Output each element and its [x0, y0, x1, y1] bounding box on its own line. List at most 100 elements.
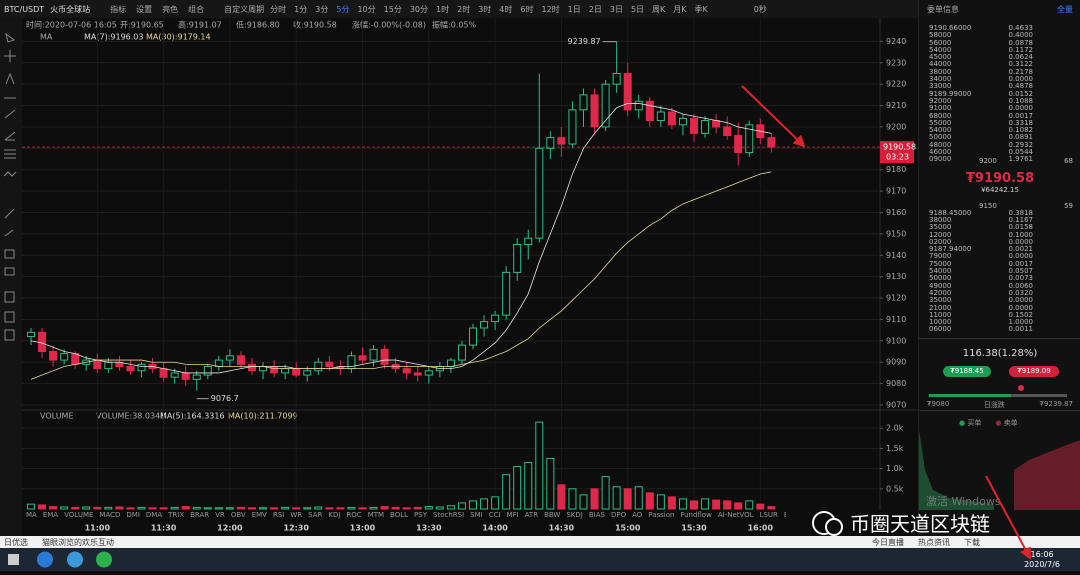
period[interactable]: 4时 [499, 4, 513, 14]
order-price: 12000 [929, 230, 952, 239]
period[interactable]: 3日 [609, 4, 623, 14]
indicator-tab[interactable]: ROC [346, 511, 362, 519]
candle-body [767, 137, 776, 148]
indicator-tab[interactable]: TRIX [168, 511, 185, 519]
bar-download[interactable]: 下载 [964, 537, 980, 547]
indicator-tab[interactable]: PSY [414, 511, 427, 519]
x-tick-label: 13:00 [350, 524, 376, 533]
bar-left[interactable]: 日优选 [4, 537, 28, 547]
indicator-tab[interactable]: MA [26, 511, 37, 519]
tool[interactable]: 指标 [110, 4, 127, 14]
period[interactable]: 季K [694, 4, 708, 14]
order-amount: 0.0073 [1008, 274, 1034, 283]
order-amount: 0.3122 [1008, 60, 1034, 69]
candle-body [491, 314, 500, 323]
volume-bar [446, 505, 455, 510]
candle-body [634, 100, 643, 111]
order-amount: 0.0158 [1008, 223, 1034, 232]
indicator-tab[interactable]: SAR [308, 511, 323, 519]
indicator-tab[interactable]: AO [632, 511, 643, 519]
volume-bar [82, 506, 91, 510]
order-price: 58000 [929, 31, 952, 40]
indicator-tab[interactable]: RSI [272, 511, 285, 519]
period[interactable]: 1分 [294, 4, 308, 14]
period[interactable]: 1日 [567, 4, 581, 14]
order-price: 42000 [929, 288, 952, 297]
order-book-mode[interactable]: 全量 [1057, 5, 1073, 14]
order-price: 21000 [929, 303, 952, 312]
order-row: 21000 0.0000 [919, 303, 1080, 312]
indicator-tab[interactable]: SKDJ [566, 511, 583, 519]
period[interactable]: 15分 [383, 4, 402, 14]
indicator-tab[interactable]: OBV [230, 511, 246, 519]
indicator-tab[interactable]: Passion [648, 511, 675, 519]
period[interactable]: 5日 [630, 4, 645, 14]
indicator-tab[interactable]: MTM [367, 511, 385, 519]
period[interactable]: 周K [652, 4, 666, 14]
period[interactable]: 12时 [541, 4, 560, 14]
indicator-tab[interactable]: VR [215, 511, 225, 519]
order-price: 54000 [929, 267, 952, 276]
period[interactable]: 5分 [336, 4, 350, 14]
ma10-label: MA(10):211.7099 [228, 412, 298, 421]
indicator-tab[interactable]: SMI [470, 511, 483, 519]
bar-live[interactable]: 今日直播 [872, 537, 904, 547]
indicator-tab[interactable]: DMA [145, 511, 163, 519]
tool[interactable]: 设置 [136, 4, 153, 14]
order-row: 38000 0.2178 [919, 67, 1080, 76]
period[interactable]: 3分 [315, 4, 329, 14]
bar-hot[interactable]: 热点资讯 [918, 537, 950, 547]
indicator-tab[interactable]: Fundflow [680, 511, 712, 519]
indicator-tab[interactable]: LSUR [759, 511, 778, 519]
indicator-tab[interactable]: MACD [99, 511, 121, 519]
indicator-tab[interactable]: DMI [126, 511, 140, 519]
indicator-tab[interactable]: DPO [610, 511, 627, 519]
period[interactable]: 分时 [270, 4, 287, 14]
x-tick-label: 15:00 [615, 524, 641, 533]
indicator-tab[interactable]: KDJ [328, 511, 341, 519]
indicator-tab[interactable]: CCI [488, 511, 501, 519]
order-price: 38000 [929, 67, 952, 76]
x-tick-label: 13:30 [416, 524, 442, 533]
ma7-line [30, 103, 772, 374]
tool[interactable]: 组合 [188, 4, 205, 14]
order-amount: 0.2932 [1008, 140, 1034, 149]
period[interactable]: 2日 [588, 4, 602, 14]
period[interactable]: 3时 [478, 4, 492, 14]
order-row: 48000 0.2932 [919, 140, 1080, 149]
indicator-tab[interactable]: WR [290, 511, 303, 519]
indicator-tab[interactable]: StochRSI [433, 511, 465, 519]
buy-button[interactable]: ₮9188.45 [943, 366, 991, 377]
bar-news[interactable]: 猫眼浏览的欢乐互动 [42, 537, 114, 547]
period[interactable]: 1时 [436, 4, 450, 14]
tool[interactable]: 亮色 [162, 4, 179, 14]
y-tick-label: 9180 [886, 165, 906, 174]
indicator-tab[interactable]: MFI [506, 511, 519, 519]
indicator-tab[interactable]: AI-NetVOL [717, 511, 754, 519]
pair[interactable]: BTC/USDT [4, 4, 45, 14]
indicator-tab[interactable]: BOLL [390, 511, 409, 519]
indicator-tab[interactable]: EMA [42, 511, 59, 519]
indicator-tab[interactable]: VOLUME [64, 511, 94, 519]
period[interactable]: 6时 [520, 4, 534, 14]
period[interactable]: 10分 [357, 4, 376, 14]
volume-bar [535, 421, 544, 510]
period[interactable]: 2时 [457, 4, 471, 14]
indicator-tab[interactable]: BBW [544, 511, 561, 519]
candle-body [292, 368, 301, 376]
indicator-tab[interactable]: ATR [524, 511, 539, 519]
period[interactable]: 月K [673, 4, 687, 14]
indicator-tab[interactable]: BASIS [784, 511, 786, 522]
indicator-tab[interactable]: BIAS [588, 511, 605, 519]
exchange[interactable]: 火币全球站 [50, 4, 91, 14]
indicator-tab[interactable]: EMV [251, 511, 267, 519]
order-price: 48000 [929, 140, 952, 149]
indicator-tab[interactable]: BRAR [190, 511, 210, 519]
sell-button[interactable]: ₮9189.09 [1009, 366, 1059, 377]
volume-bar [49, 506, 58, 510]
custom-period[interactable]: 自定义周期 [224, 4, 265, 14]
order-amount: 0.0624 [1008, 53, 1034, 62]
order-amount: 0.1088 [1008, 96, 1034, 105]
candle-body [678, 117, 687, 126]
period[interactable]: 30分 [409, 4, 429, 14]
